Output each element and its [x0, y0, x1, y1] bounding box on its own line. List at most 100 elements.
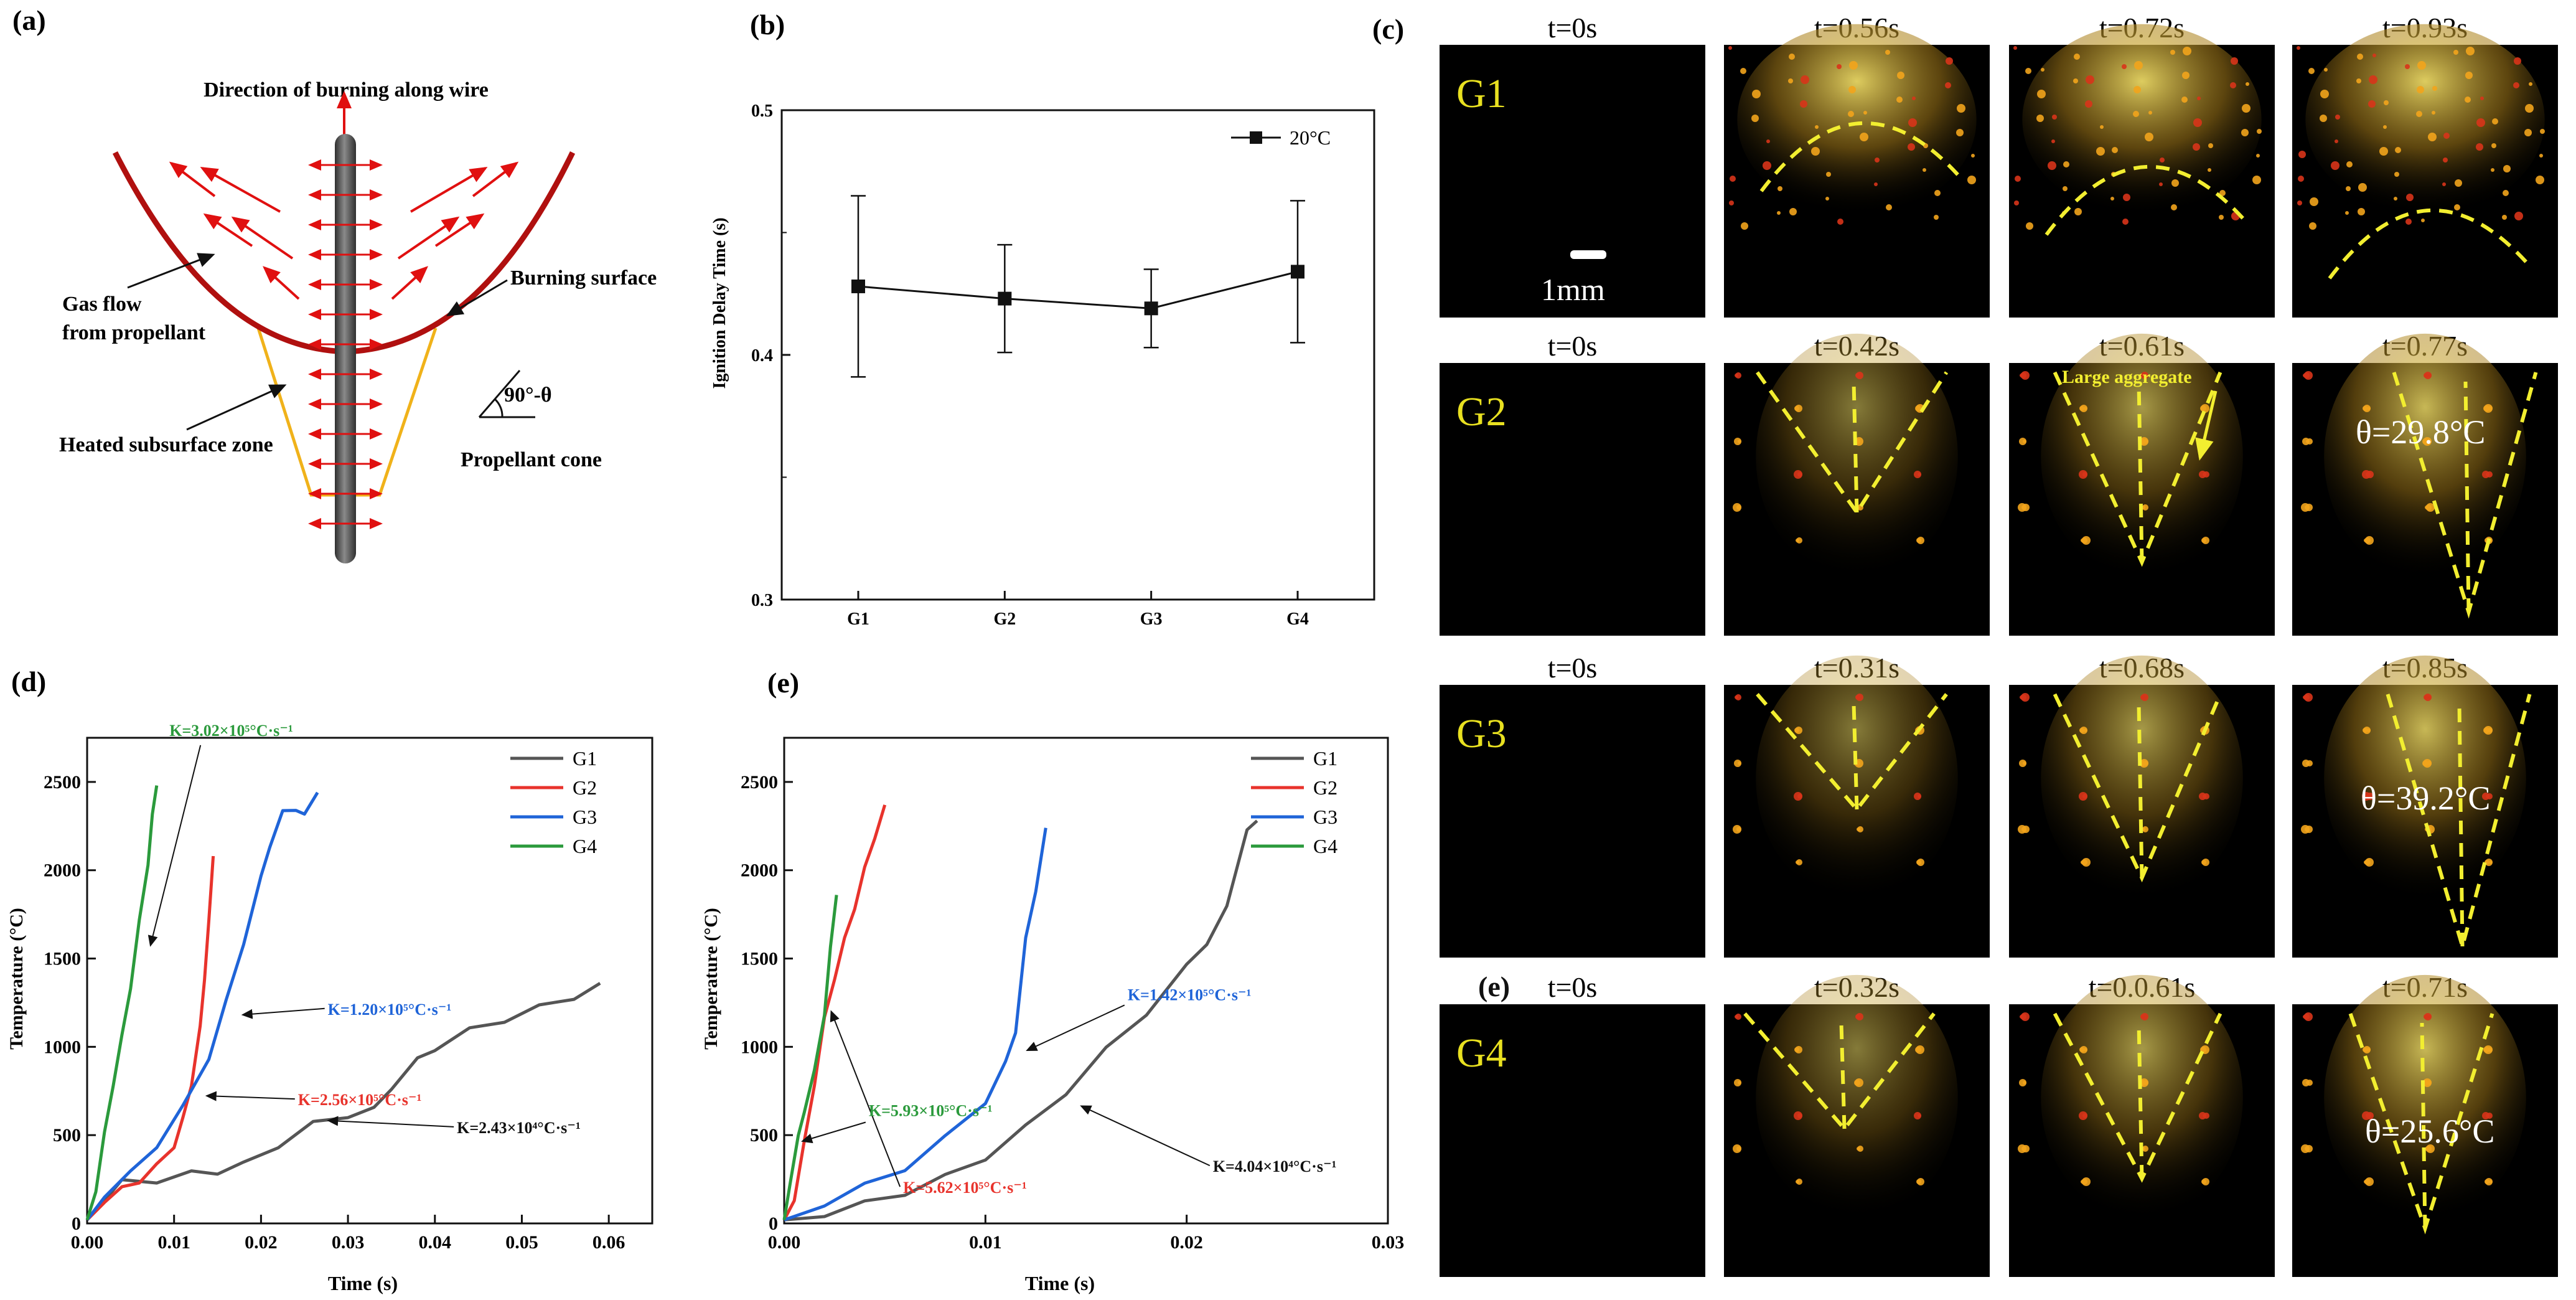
- particle-spot: [2082, 1113, 2087, 1118]
- particle-spot: [1797, 472, 1802, 477]
- particle-spot: [2048, 161, 2056, 170]
- particle-spot: [1797, 1113, 1802, 1118]
- particle-spot: [2197, 97, 2201, 100]
- particle-spot: [2453, 50, 2458, 55]
- gas-flow-arrow: [263, 266, 300, 300]
- particle-spot: [2025, 68, 2031, 74]
- chart-d-legend-label: G2: [573, 776, 597, 799]
- chart-b-data-point: [1291, 265, 1304, 279]
- chart-e-annotation-arrow: [1026, 1004, 1125, 1052]
- chart-e-ytick-label: 2500: [741, 772, 778, 793]
- chart-b-data-point: [851, 279, 865, 293]
- particle-spot: [2133, 86, 2141, 93]
- flame-glow: [2324, 655, 2526, 902]
- particle-spot: [2241, 129, 2249, 136]
- particle-spot: [1738, 440, 1741, 443]
- chart-e-annotation: K=4.04×10⁴°C·s⁻¹: [1213, 1157, 1337, 1175]
- panel-a-label: (a): [12, 4, 46, 36]
- particle-spot: [2023, 1081, 2026, 1085]
- annotation-large-aggregate-arrow: [2195, 390, 2218, 461]
- particle-spot: [2513, 82, 2519, 88]
- chart-b-xtick-label: G3: [1140, 610, 1163, 629]
- particle-spot: [2367, 728, 2371, 732]
- particle-spot: [1855, 1078, 1863, 1087]
- panel-e-chart: (e) Temperature (°C) Time (s) 0 500 1000 15…: [701, 667, 1404, 1294]
- chart-d-series-g4: [85, 785, 159, 1221]
- particle-spot: [2356, 78, 2361, 83]
- particle-spot: [2443, 158, 2448, 162]
- particle-spot: [2491, 143, 2496, 148]
- chart-e-legend-label: G1: [1313, 747, 1337, 770]
- particle-spot: [2368, 100, 2376, 108]
- particle-spot: [2063, 161, 2069, 167]
- particle-spot: [2366, 471, 2374, 478]
- particle-spot: [2208, 143, 2213, 148]
- particle-spot: [1917, 859, 1924, 866]
- particle-spot: [1860, 133, 1868, 141]
- particle-spot: [1856, 1013, 1863, 1020]
- particle-spot: [2143, 761, 2148, 766]
- propellant-cone-label: Propellant cone: [461, 448, 602, 471]
- particle-spot: [2143, 439, 2148, 444]
- particle-spot: [2346, 161, 2353, 167]
- particle-spot: [2308, 68, 2315, 74]
- chart-b-xtick-label: G1: [847, 610, 869, 629]
- particle-spot: [2486, 471, 2493, 478]
- particle-spot: [2297, 200, 2302, 205]
- particle-spot: [2536, 176, 2544, 184]
- particle-spot: [2181, 97, 2188, 103]
- particle-spot: [2346, 186, 2351, 191]
- particle-spot: [2524, 129, 2532, 136]
- cone-outline-dashed: [1756, 371, 1949, 516]
- particle-spot: [2074, 54, 2080, 60]
- particle-spot: [2160, 158, 2165, 162]
- particle-spot: [1848, 111, 1854, 117]
- particle-spot: [2252, 176, 2261, 184]
- chart-e-axes-frame: [783, 737, 1389, 1225]
- particle-spot: [1971, 154, 1975, 158]
- gas-flow-arrow: [169, 161, 216, 197]
- chart-e-xtick-label: 0.01: [969, 1232, 1002, 1253]
- frame-time-label: t=0s: [1548, 12, 1598, 44]
- particle-spot: [2052, 115, 2057, 120]
- particle-spot: [1897, 72, 1904, 79]
- particle-spot: [2219, 190, 2226, 196]
- chart-d-xtick-label: 0.06: [592, 1232, 625, 1253]
- particle-spot: [2426, 1144, 2435, 1153]
- particle-spot: [2086, 75, 2094, 84]
- cone-outline-dashed: [1852, 703, 1859, 810]
- particle-spot: [2148, 111, 2152, 115]
- particle-spot: [2383, 125, 2387, 129]
- particle-spot: [2203, 1113, 2209, 1119]
- particle-spot: [2051, 139, 2055, 143]
- chart-e-annotation: K=5.93×10⁵°C·s⁻¹: [869, 1102, 993, 1120]
- particle-spot: [2331, 161, 2339, 170]
- particle-spot: [2208, 168, 2211, 172]
- particle-spot: [2365, 858, 2374, 867]
- particle-spot: [2082, 1177, 2091, 1186]
- particle-spot: [2466, 47, 2475, 55]
- particle-spot: [2503, 165, 2511, 172]
- particle-spot: [2041, 68, 2044, 72]
- particle-spot: [2022, 1145, 2030, 1152]
- particle-spot: [2345, 211, 2349, 215]
- particle-spot: [1837, 219, 1843, 225]
- chart-b-ylabel: Ignition Delay Time (s): [710, 217, 729, 389]
- particle-spot: [2426, 503, 2435, 512]
- particle-spot: [1735, 372, 1741, 379]
- gas-flow-pointer: [127, 253, 215, 289]
- particle-spot: [1934, 190, 1941, 196]
- chart-b-ytick-label: 0.5: [751, 101, 773, 121]
- particle-spot: [2309, 222, 2316, 230]
- gas-flow-arrow: [203, 213, 253, 247]
- chart-d-legend-label: G3: [573, 806, 597, 828]
- particle-spot: [1825, 197, 1829, 200]
- particle-spot: [2454, 204, 2460, 210]
- particle-spot: [2335, 115, 2340, 120]
- flame-glow: [2324, 333, 2526, 580]
- particle-spot: [2320, 115, 2327, 122]
- chart-d-annotation-arrow: [327, 1116, 454, 1128]
- particle-spot: [1875, 158, 1880, 162]
- annotation-theta-g4: θ=25.6°C: [2365, 1113, 2494, 1150]
- particle-spot: [2257, 129, 2262, 134]
